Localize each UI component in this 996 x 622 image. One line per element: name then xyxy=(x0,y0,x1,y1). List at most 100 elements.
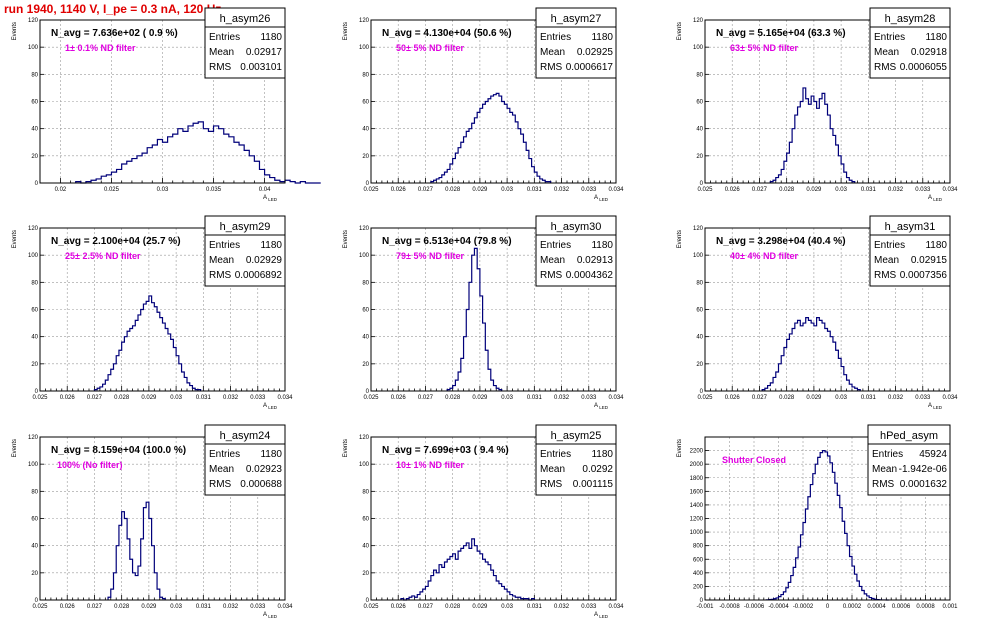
x-tick-label: 0.025 xyxy=(363,395,379,401)
filter-label: Shutter Closed xyxy=(722,455,786,465)
panel-h_asym30: 0 20 40 60 80 100 120 0.025 0.026 0.027 0.028 0.029… xyxy=(343,215,624,410)
stat-label-mean: Mean xyxy=(874,47,899,58)
y-tick-label: 100 xyxy=(693,45,704,51)
y-axis-label: Events xyxy=(343,439,349,457)
x-tick-label: 0.026 xyxy=(725,395,741,401)
y-tick-label: 120 xyxy=(693,226,704,232)
panel-hPed_asym: 0 200 400 600 800 1000 1200 1400 1600 1800 2000 220… xyxy=(677,424,958,610)
stats-box-frame xyxy=(535,7,617,79)
x-axis-label: A LED xyxy=(594,612,609,619)
x-tick-label: 0.03 xyxy=(501,187,513,193)
x-tick-label: 0.031 xyxy=(861,187,877,193)
x-tick-label: 0.029 xyxy=(472,395,488,401)
y-tick-label: 0 xyxy=(35,598,39,604)
stat-value-rms: 0.0006055 xyxy=(900,62,948,73)
stats-box: h_asym26 Entries 1180 Mean 0.02917 RMS 0.00310… xyxy=(204,7,286,79)
panel-h_asym27: 0 20 40 60 80 100 120 0.025 0.026 0.027 0.028 0.029… xyxy=(343,7,624,202)
plot-frame xyxy=(704,436,951,601)
y-tick-label: 120 xyxy=(359,226,370,232)
y-tick-label: 40 xyxy=(362,335,369,341)
plot-frame xyxy=(39,227,286,392)
x-tick-label: 0.027 xyxy=(752,187,768,193)
plot-frame xyxy=(39,436,286,601)
y-tick-label: 60 xyxy=(31,517,38,523)
x-tick-label: 0.028 xyxy=(114,604,130,610)
x-tick-label: 0.028 xyxy=(114,395,130,401)
stat-value-rms: 0.0006617 xyxy=(566,62,614,73)
stats-box-frame xyxy=(204,215,286,287)
x-tick-label: 0.026 xyxy=(391,187,407,193)
y-tick-label: 20 xyxy=(362,154,369,160)
x-tick-label: 0.032 xyxy=(554,187,570,193)
histogram-h_asym29 xyxy=(93,295,202,391)
x-tick-label: 0.027 xyxy=(87,604,103,610)
x-tick-label: -0.0006 xyxy=(744,604,765,610)
y-tick-label: 40 xyxy=(31,127,38,133)
stats-box-frame xyxy=(204,424,286,496)
y-axis-label: Events xyxy=(343,22,349,40)
stat-value-entries: 1180 xyxy=(591,449,613,460)
histogram-name: h_asym28 xyxy=(885,13,936,25)
x-tick-label: 0.03 xyxy=(835,187,847,193)
stat-label-rms: RMS xyxy=(540,270,563,281)
y-tick-label: 1600 xyxy=(690,489,704,495)
stat-label-mean: Mean xyxy=(540,255,565,266)
y-tick-label: 60 xyxy=(31,308,38,314)
x-tick-label: 0.028 xyxy=(445,395,461,401)
y-axis-label: Events xyxy=(677,439,683,457)
plot-frame xyxy=(370,227,617,392)
histogram-h_asym25 xyxy=(400,538,535,601)
y-axis-label: Events xyxy=(12,22,18,40)
stat-label-mean: Mean xyxy=(209,255,234,266)
histogram-name: h_asym29 xyxy=(220,221,271,233)
y-tick-label: 120 xyxy=(359,435,370,441)
x-tick-label: 0.034 xyxy=(608,187,624,193)
y-tick-label: 60 xyxy=(362,100,369,106)
y-tick-label: 60 xyxy=(31,100,38,106)
run-title: run 1940, 1140 V, I_pe = 0.3 nA, 120 Hz xyxy=(4,2,222,16)
filter-label: 10± 1% ND filter xyxy=(396,460,464,470)
y-tick-label: 800 xyxy=(693,544,704,550)
y-tick-label: 100 xyxy=(28,45,39,51)
stats-box: hPed_asym Entries 45924 Mean -1.942e-06 RMS 0.… xyxy=(867,424,951,496)
stat-label-rms: RMS xyxy=(209,62,232,73)
y-tick-label: 40 xyxy=(31,544,38,550)
stat-value-mean: 0.02918 xyxy=(911,47,948,58)
y-tick-label: 20 xyxy=(362,362,369,368)
x-tick-label: 0.025 xyxy=(32,395,48,401)
x-tick-label: 0.026 xyxy=(391,395,407,401)
x-tick-label: 0.03 xyxy=(170,395,182,401)
x-tick-label: 0.0006 xyxy=(892,604,911,610)
x-tick-label: 0.034 xyxy=(277,604,293,610)
y-tick-label: 20 xyxy=(362,571,369,577)
y-tick-label: 80 xyxy=(362,489,369,495)
x-tick-label: 0.026 xyxy=(391,604,407,610)
x-tick-label: 0.029 xyxy=(141,395,157,401)
histogram-h_asym30 xyxy=(446,247,503,391)
stats-box-frame xyxy=(869,215,951,287)
x-tick-label: 0.027 xyxy=(418,604,434,610)
x-tick-label: 0.028 xyxy=(779,395,795,401)
x-tick-label: -0.0008 xyxy=(719,604,740,610)
n-avg-annotation: N_avg = 8.159e+04 (100.0 %) xyxy=(51,445,186,456)
stat-value-mean: 0.02915 xyxy=(911,255,948,266)
x-tick-label: -0.0004 xyxy=(768,604,789,610)
y-tick-label: 200 xyxy=(693,584,704,590)
x-tick-label: 0 xyxy=(826,604,830,610)
histogram-name: h_asym24 xyxy=(220,430,271,442)
x-tick-label: 0.025 xyxy=(104,187,120,193)
y-tick-label: 120 xyxy=(693,18,704,24)
histogram-name: h_asym26 xyxy=(220,13,271,25)
x-tick-label: 0.029 xyxy=(806,395,822,401)
x-tick-label: 0.029 xyxy=(472,187,488,193)
x-tick-label: 0.033 xyxy=(581,187,597,193)
stat-value-rms: 0.001115 xyxy=(573,479,614,490)
y-tick-label: 100 xyxy=(359,253,370,259)
y-tick-label: 60 xyxy=(696,100,703,106)
x-tick-label: 0.032 xyxy=(223,604,239,610)
y-tick-label: 0 xyxy=(700,181,704,187)
y-tick-label: 80 xyxy=(31,489,38,495)
n-avg-annotation: N_avg = 6.513e+04 (79.8 %) xyxy=(382,236,512,247)
histogram-h_asym27 xyxy=(430,92,552,183)
y-tick-label: 100 xyxy=(693,253,704,259)
